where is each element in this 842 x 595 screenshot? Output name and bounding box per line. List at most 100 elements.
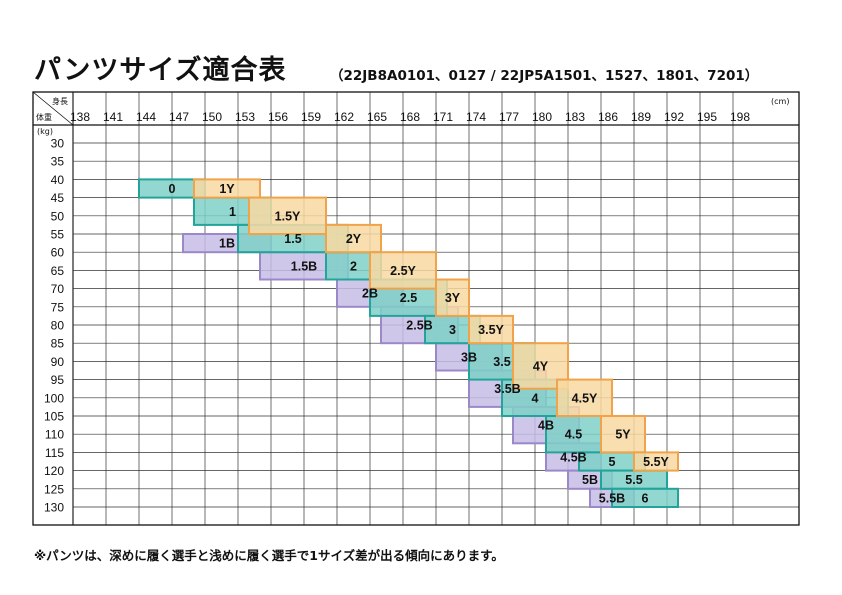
x-tick-label: 183 — [565, 110, 585, 124]
x-tick-label: 156 — [268, 110, 288, 124]
x-unit-label: (cm) — [771, 97, 789, 106]
y-tick-label: 85 — [51, 337, 65, 351]
x-tick-label: 186 — [598, 110, 618, 124]
size-region-teal — [545, 415, 602, 454]
size-label: 1B — [219, 237, 235, 251]
chart-grid — [33, 92, 799, 525]
x-tick-label: 177 — [499, 110, 519, 124]
size-label: 1Y — [219, 182, 235, 196]
y-tick-label: 75 — [51, 300, 65, 314]
y-tick-label: 80 — [51, 319, 65, 333]
size-region-orange — [193, 178, 261, 199]
x-tick-label: 180 — [532, 110, 552, 124]
x-tick-label: 150 — [202, 110, 222, 124]
x-tick-label: 195 — [697, 110, 717, 124]
corner-diagonal — [32, 91, 74, 126]
size-label: 5.5 — [625, 473, 642, 487]
chart-frame — [32, 91, 800, 526]
size-label: 1.5Y — [275, 209, 301, 223]
page-title: パンツサイズ適合表 — [34, 55, 287, 86]
size-label: 4 — [532, 391, 539, 405]
height-tick-labels: 138 141 144 147 150 153 156 159 162 165 168 171 174 1… — [70, 110, 750, 124]
size-regions — [138, 178, 679, 508]
size-label: 1 — [229, 205, 236, 219]
size-label: 3.5B — [494, 382, 520, 396]
size-label: 3Y — [445, 291, 461, 305]
x-tick-label: 162 — [334, 110, 354, 124]
size-label: 4Y — [533, 359, 549, 373]
size-label: 3.5Y — [478, 323, 504, 337]
size-region-orange — [556, 378, 613, 418]
x-axis-label: 身長 — [52, 96, 68, 106]
x-tick-label: 189 — [631, 110, 651, 124]
y-tick-label: 105 — [44, 410, 64, 424]
size-label: 5 — [609, 455, 616, 469]
x-tick-label: 165 — [367, 110, 387, 124]
y-tick-label: 115 — [45, 446, 64, 460]
size-label: 1.5 — [284, 232, 301, 246]
size-label: 3.5 — [493, 355, 510, 369]
y-tick-label: 110 — [45, 428, 64, 442]
size-label: 4B — [538, 419, 554, 433]
x-tick-label: 153 — [235, 110, 255, 124]
y-tick-label: 30 — [51, 137, 65, 151]
size-label: 0 — [169, 182, 176, 196]
size-region-orange — [369, 251, 437, 290]
y-tick-label: 65 — [51, 264, 65, 278]
y-tick-label: 55 — [51, 228, 65, 242]
x-tick-label: 138 — [70, 110, 90, 124]
y-tick-label: 95 — [51, 373, 65, 387]
size-label: 3B — [461, 350, 477, 364]
size-region-teal — [611, 487, 679, 508]
size-chart: 138 141 144 147 150 153 156 159 162 165 168 171 174 1… — [32, 91, 800, 526]
size-label: 5.5B — [599, 491, 625, 505]
size-label: 1.5B — [291, 259, 317, 273]
footnote: ※パンツは、深めに履く選手と浅めに履く選手で1サイズ差が出る傾向にあります。 — [34, 548, 504, 563]
x-tick-label: 171 — [433, 110, 453, 124]
model-numbers: （22JB8A0101、0127 / 22JP5A1501、1527、1801、… — [330, 68, 759, 84]
size-label: 2 — [350, 259, 357, 273]
size-label: 2.5B — [406, 319, 432, 333]
size-label: 4.5 — [565, 428, 582, 442]
x-tick-label: 168 — [400, 110, 420, 124]
x-tick-label: 198 — [730, 110, 750, 124]
size-labels: 1B 1.5B 2B 2.5B 3B 3.5B 4B 4.5B 5B5.5B 0 1 1.5 2 2.5 3… — [169, 182, 670, 505]
size-label: 3 — [449, 323, 456, 337]
size-region-orange — [248, 196, 327, 236]
size-region-orange — [600, 415, 646, 454]
y-axis-label: 体重 — [36, 112, 52, 122]
size-region-orange — [435, 278, 470, 317]
y-tick-label: 100 — [44, 391, 64, 405]
x-tick-label: 159 — [301, 110, 321, 124]
y-tick-label: 125 — [44, 482, 64, 496]
size-label: 5.5Y — [643, 455, 669, 469]
y-tick-label: 45 — [51, 191, 65, 205]
y-tick-label: 70 — [51, 282, 65, 296]
size-region-orange — [512, 342, 569, 390]
size-label: 5B — [582, 473, 598, 487]
y-tick-label: 40 — [51, 173, 65, 187]
size-label: 4.5B — [560, 450, 586, 464]
size-label: 4.5Y — [572, 391, 598, 405]
size-label: 2B — [362, 287, 378, 301]
x-tick-label: 144 — [136, 110, 156, 124]
size-label: 2.5 — [400, 291, 417, 305]
size-region-orange — [633, 451, 679, 472]
y-tick-label: 90 — [51, 355, 65, 369]
x-tick-label: 192 — [664, 110, 684, 124]
size-label: 2Y — [346, 232, 362, 246]
size-label: 5Y — [615, 428, 631, 442]
x-tick-label: 141 — [103, 110, 123, 124]
size-label: 6 — [642, 491, 649, 505]
y-tick-label: 130 — [44, 501, 64, 515]
y-tick-label: 35 — [51, 155, 65, 169]
size-region-orange — [325, 223, 382, 254]
y-unit-label: (kg) — [37, 127, 53, 136]
y-tick-label: 120 — [44, 464, 64, 478]
y-tick-label: 50 — [51, 209, 65, 223]
size-region-orange — [468, 314, 514, 345]
weight-tick-labels: 30 35 40 45 50 55 60 65 70 75 80 85 90 95 100 105 110 115… — [44, 137, 64, 515]
y-tick-label: 60 — [51, 246, 65, 260]
x-tick-label: 174 — [466, 110, 486, 124]
size-label: 2.5Y — [390, 264, 416, 278]
